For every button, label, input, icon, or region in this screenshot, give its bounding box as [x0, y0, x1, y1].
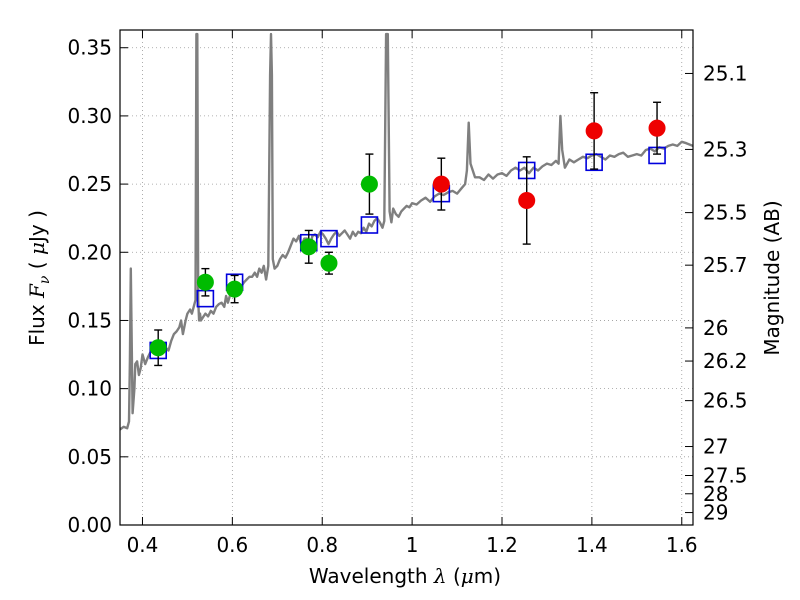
ticks: 0.4 0.6 0.8 1 1.2 1.4 1.6 0.00 0.05 0.10 0.15 0.20 0…	[67, 30, 748, 557]
x-tick-label: 0.4	[127, 533, 159, 557]
y-tick-label: 0.30	[67, 104, 112, 128]
y-tick-label: 0.20	[67, 240, 112, 264]
data-layer	[120, 32, 693, 431]
x-tick-label: 1	[406, 533, 419, 557]
y2-tick-label: 25.1	[703, 61, 748, 85]
observed-point-green	[300, 238, 318, 256]
x-axis-title: Wavelength λ (μm)	[309, 564, 501, 588]
y-tick-label: 0.15	[67, 308, 112, 332]
y2-tick-label: 26.2	[703, 349, 748, 373]
plot-frame	[119, 29, 694, 526]
x-tick-label: 1.6	[666, 533, 698, 557]
y-axis-title: Flux Fν ( μJy )	[25, 210, 53, 346]
y2-tick-label: 25.3	[703, 137, 748, 161]
y2-tick-label: 28	[703, 482, 728, 506]
y2-axis-title: Magnitude (AB)	[760, 200, 784, 355]
y2-tick-label: 26	[703, 316, 728, 340]
y2-tick-label: 29	[703, 501, 728, 525]
model-square-marker	[320, 229, 338, 248]
observed-point-green	[149, 339, 167, 357]
y-tick-label: 0.05	[67, 445, 112, 469]
y-tick-label: 0.00	[67, 513, 112, 537]
x-tick-label: 0.6	[216, 533, 248, 557]
y-tick-label: 0.25	[67, 172, 112, 196]
observed-point-red	[518, 191, 536, 209]
observed-point-red	[585, 122, 603, 140]
observed-point-green	[360, 175, 378, 193]
y2-tick-label: 26.5	[703, 389, 748, 413]
template-spectrum-line	[120, 32, 693, 431]
observed-point-green	[320, 254, 338, 272]
observed-point-red	[648, 119, 666, 137]
observed-point-red	[432, 175, 450, 193]
observed-point-green	[226, 280, 244, 298]
y-tick-label: 0.10	[67, 377, 112, 401]
x-tick-label: 1.4	[576, 533, 608, 557]
x-tick-label: 1.2	[486, 533, 518, 557]
model-square-marker	[360, 216, 379, 234]
y2-tick-label: 25.7	[703, 253, 748, 277]
y2-tick-label: 25.5	[703, 201, 748, 225]
x-tick-label: 0.8	[306, 533, 338, 557]
observed-point-green	[196, 273, 214, 291]
y2-tick-label: 27	[703, 435, 728, 459]
grid	[120, 30, 693, 526]
y2-tick-label: 27.5	[703, 463, 748, 487]
y-tick-label: 0.35	[67, 36, 112, 60]
